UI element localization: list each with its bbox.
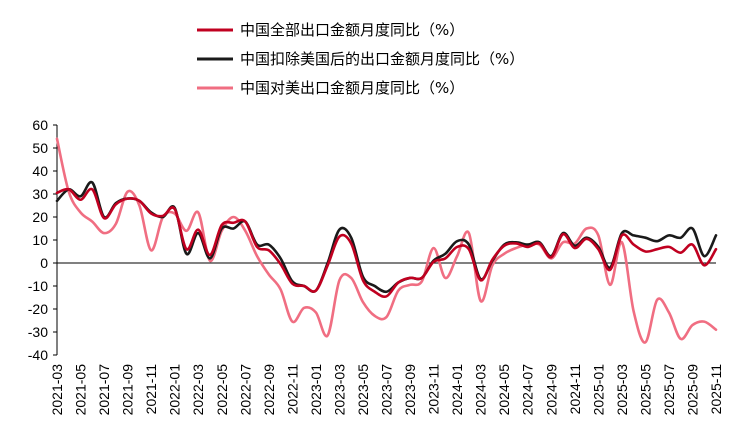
x-tick-label: 2025-05: [637, 364, 653, 416]
x-tick-label: 2024-05: [496, 364, 512, 416]
x-tick-label: 2022-05: [214, 364, 230, 416]
y-tick-label: 60: [32, 117, 48, 133]
x-tick-label: 2023-03: [331, 364, 347, 416]
series-line-exports-to-us: [55, 137, 718, 344]
x-tick-label: 2022-03: [190, 364, 206, 416]
x-tick-label: 2021-09: [120, 364, 136, 416]
x-tick-label: 2024-01: [449, 364, 465, 416]
legend-item-total-exports-label: 中国全部出口金额月度同比（%）: [240, 21, 464, 39]
x-tick-label: 2022-11: [284, 364, 300, 415]
legend-item-exports-ex-us-label: 中国扣除美国后的出口金额月度同比（%）: [240, 50, 524, 68]
legend: 中国全部出口金额月度同比（%） 中国扣除美国后的出口金额月度同比（%） 中国对美出口…: [197, 21, 524, 97]
x-tick-label: 2025-09: [684, 364, 700, 416]
y-tick-label: 10: [32, 232, 48, 248]
y-tick-label: 50: [32, 140, 48, 156]
y-tick-label: -30: [28, 324, 48, 340]
x-tick-label: 2022-01: [167, 364, 183, 416]
x-tick-label: 2024-11: [567, 364, 583, 415]
x-tick-label: 2024-07: [520, 364, 536, 416]
x-tick-label: 2024-03: [473, 364, 489, 416]
x-tick-label: 2021-05: [73, 364, 89, 416]
x-tick-label: 2023-01: [308, 364, 324, 416]
x-tick-label: 2025-11: [708, 364, 724, 415]
y-tick-label: 30: [32, 186, 48, 202]
x-tick-label: 2023-09: [402, 364, 418, 416]
x-tick-label: 2022-09: [261, 364, 277, 416]
x-tick-label: 2024-09: [543, 364, 559, 416]
x-tick-label: 2023-11: [426, 364, 442, 415]
legend-item-exports-to-us-label: 中国对美出口金额月度同比（%）: [240, 79, 464, 97]
y-tick-label: 20: [32, 209, 48, 225]
series-line-total-exports: [55, 187, 718, 299]
y-tick-label: 0: [40, 255, 48, 271]
x-tick-label: 2022-07: [237, 364, 253, 416]
x-tick-label: 2025-03: [614, 364, 630, 416]
y-tick-label: -20: [28, 301, 48, 317]
x-tick-label: 2025-07: [661, 364, 677, 416]
y-tick-label: -10: [28, 278, 48, 294]
x-tick-label: 2025-01: [590, 364, 606, 416]
series-lines: [55, 137, 718, 344]
x-tick-label: 2023-07: [379, 364, 395, 416]
x-tick-label: 2021-11: [143, 364, 159, 415]
y-tick-label: 40: [32, 163, 48, 179]
y-tick-label: -40: [28, 347, 48, 363]
axes: -40 -30 -20 -10 0 10 20 30 40 50 60 2021-03 2021-05 2…: [28, 117, 724, 415]
x-tick-label: 2023-05: [355, 364, 371, 416]
x-tick-label: 2021-07: [96, 364, 112, 416]
x-tick-label: 2021-03: [49, 364, 65, 416]
